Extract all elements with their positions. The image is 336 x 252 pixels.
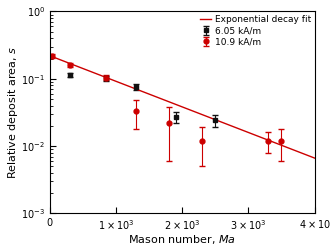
X-axis label: Mason number, $Ma$: Mason number, $Ma$ [128,233,236,246]
Exponential decay fit [265,138,269,141]
Exponential decay fit [205,115,209,118]
Exponential decay fit [48,54,52,57]
Line: Exponential decay fit: Exponential decay fit [50,56,314,158]
Exponential decay fit [175,103,179,106]
Exponential decay fit [173,103,177,106]
Exponential decay fit [312,156,317,160]
Legend: Exponential decay fit, 6.05 kA/m, 10.9 kA/m: Exponential decay fit, 6.05 kA/m, 10.9 k… [198,13,313,48]
Exponential decay fit [306,154,310,157]
Exponential decay fit [191,110,195,113]
Y-axis label: Relative deposit area, $s$: Relative deposit area, $s$ [6,46,19,179]
